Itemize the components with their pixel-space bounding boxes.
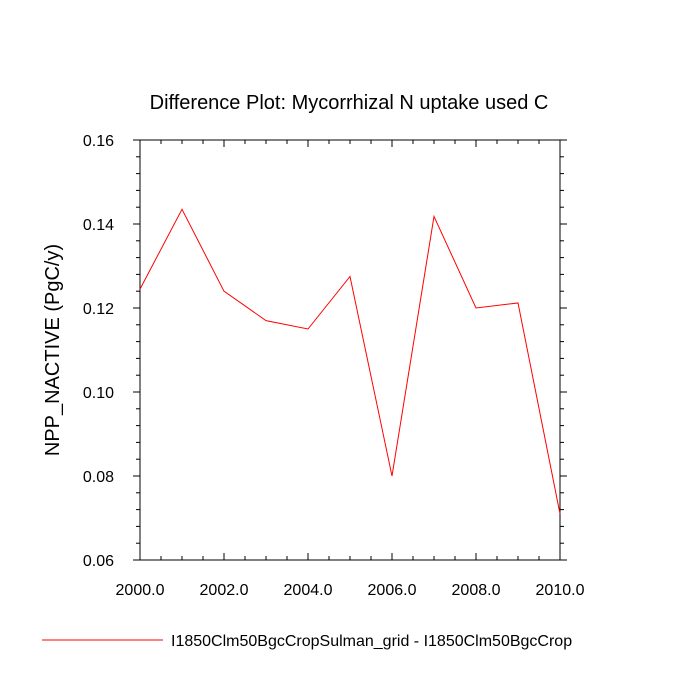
- plot-frame: [139, 139, 561, 561]
- x-tick-label: 2010.0: [536, 582, 585, 599]
- series-lines: [139, 208, 561, 514]
- axis-ticks: [133, 139, 567, 561]
- x-tick-label: 2004.0: [284, 582, 333, 599]
- chart-title: Difference Plot: Mycorrhizal N uptake us…: [150, 92, 549, 114]
- y-axis-label: NPP_NACTIVE (PgC/y): [42, 244, 64, 456]
- x-tick-label: 2000.0: [116, 582, 165, 599]
- y-tick-label: 0.14: [83, 217, 114, 234]
- y-tick-label: 0.06: [83, 553, 114, 570]
- tick-labels: 2000.0 2002.0 2004.0 2006.0 2008.0 2010.0 0.06…: [83, 133, 585, 599]
- y-tick-label: 0.16: [83, 133, 114, 150]
- x-tick-label: 2002.0: [200, 582, 249, 599]
- legend: I1850Clm50BgcCropSulman_grid - I1850Clm5…: [42, 633, 572, 650]
- legend-label: I1850Clm50BgcCropSulman_grid - I1850Clm5…: [171, 633, 572, 650]
- y-tick-label: 0.12: [83, 301, 114, 318]
- x-tick-label: 2006.0: [368, 582, 417, 599]
- x-tick-label: 2008.0: [452, 582, 501, 599]
- y-tick-label: 0.10: [83, 385, 114, 402]
- series-line: [139, 208, 561, 514]
- y-tick-label: 0.08: [83, 469, 114, 486]
